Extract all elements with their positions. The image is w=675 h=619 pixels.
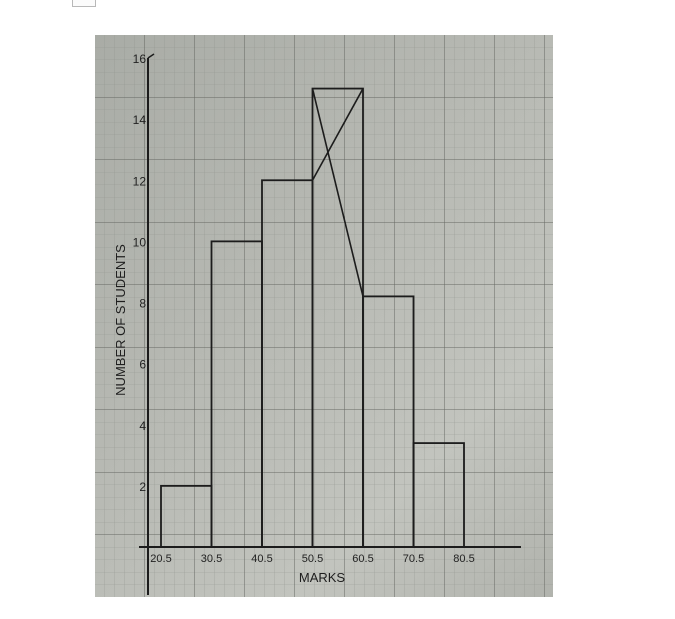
y-tick-label: 4 bbox=[139, 419, 146, 433]
x-tick-label: 30.5 bbox=[201, 553, 222, 565]
x-tick-label: 40.5 bbox=[251, 553, 272, 565]
grid bbox=[95, 35, 553, 597]
y-tick-label: 16 bbox=[133, 52, 147, 66]
y-axis-label: NUMBER OF STUDENTS bbox=[113, 244, 128, 396]
mode-line-1 bbox=[311, 88, 364, 297]
y-tick-label: 6 bbox=[139, 358, 146, 372]
page-corner-mark bbox=[72, 0, 96, 7]
y-tick-label: 14 bbox=[133, 113, 147, 127]
x-tick-label: 70.5 bbox=[403, 553, 424, 565]
graph-paper-photo: 2 4 6 8 10 12 14 16 20.5 30.5 40.5 50.5 60.5 70.5 80.5… bbox=[95, 35, 553, 597]
x-tick-label: 60.5 bbox=[352, 553, 373, 565]
y-axis-hook bbox=[147, 53, 155, 59]
y-tick-label: 8 bbox=[139, 297, 146, 311]
y-tick-label: 10 bbox=[133, 235, 147, 249]
y-tick-label: 12 bbox=[133, 174, 147, 188]
x-tick-label: 50.5 bbox=[302, 553, 323, 565]
x-tick-label: 80.5 bbox=[453, 553, 474, 565]
mode-line-2 bbox=[311, 88, 364, 181]
x-tick-label: 20.5 bbox=[150, 553, 171, 565]
histogram-chart: 2 4 6 8 10 12 14 16 20.5 30.5 40.5 50.5 60.5 70.5 80.5… bbox=[95, 35, 553, 597]
x-axis-label: MARKS bbox=[299, 570, 346, 585]
y-tick-label: 2 bbox=[139, 480, 146, 494]
